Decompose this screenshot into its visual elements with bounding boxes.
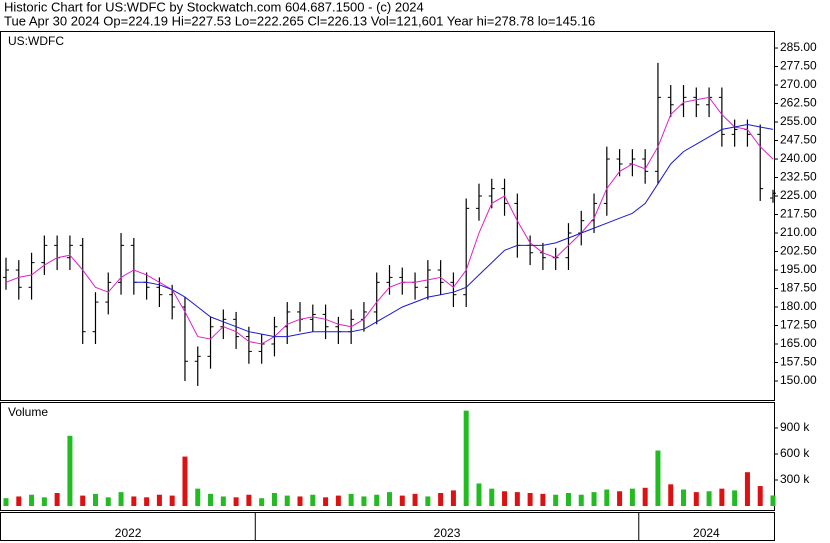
volume-bar	[642, 487, 648, 506]
volume-bar	[80, 495, 86, 506]
volume-bar	[565, 492, 571, 506]
volume-bar	[182, 456, 188, 506]
volume-panel	[0, 402, 775, 511]
volume-bar	[655, 450, 661, 506]
y-tick-label: 165.00	[780, 336, 817, 350]
moving-average	[133, 123, 774, 338]
volume-bar	[553, 494, 559, 506]
volume-bar	[770, 495, 776, 506]
y-tick-label: 210.00	[780, 225, 817, 239]
volume-bar	[527, 492, 533, 506]
volume-bar	[693, 492, 699, 506]
y-tick-label: 150.00	[780, 373, 817, 387]
volume-bar	[757, 486, 763, 506]
y-tick-label: 277.50	[780, 59, 817, 73]
chart-title: Historic Chart for US:WDFC by Stockwatch…	[4, 0, 424, 14]
volume-bar	[144, 497, 150, 506]
volume-bar	[578, 494, 584, 506]
volume-bar	[297, 496, 303, 506]
y-tick-label: 225.00	[780, 188, 817, 202]
volume-bar	[169, 495, 175, 506]
y-tick-label: 240.00	[780, 151, 817, 165]
volume-bar	[425, 496, 431, 506]
volume-label: Volume	[8, 405, 48, 419]
y-tick-label: 255.00	[780, 114, 817, 128]
y-tick-label: 262.50	[780, 96, 817, 110]
volume-bar	[259, 498, 265, 506]
volume-bar	[374, 494, 380, 506]
x-tick-label: 2024	[693, 526, 720, 540]
volume-bar	[284, 495, 290, 506]
volume-bar	[399, 495, 405, 506]
volume-bar	[591, 492, 597, 506]
volume-tick-label: 300 k	[780, 472, 810, 486]
volume-bar	[220, 496, 226, 506]
volume-bar	[629, 488, 635, 506]
y-tick-label: 195.00	[780, 262, 817, 276]
volume-bar	[3, 498, 9, 506]
volume-bar	[719, 488, 725, 506]
volume-bar	[706, 491, 712, 506]
volume-bar	[617, 491, 623, 506]
y-tick-label: 247.50	[780, 133, 817, 147]
volume-bar	[387, 492, 392, 506]
y-tick-label: 285.00	[780, 40, 817, 54]
volume-bar	[54, 492, 60, 506]
volume-bar	[233, 497, 239, 506]
chart-subtitle: Tue Apr 30 2024 Op=224.19 Hi=227.53 Lo=2…	[4, 13, 595, 28]
volume-bar	[271, 492, 277, 506]
volume-bar	[540, 493, 546, 506]
volume-bar	[335, 495, 341, 506]
volume-bar	[323, 497, 329, 506]
x-tick-label: 2022	[115, 526, 142, 540]
volume-bar	[348, 493, 354, 506]
x-tick-label: 2023	[434, 526, 461, 540]
volume-bar	[131, 496, 137, 506]
y-tick-label: 270.00	[780, 77, 817, 91]
volume-bar	[92, 493, 98, 506]
symbol-label: US:WDFC	[8, 34, 64, 48]
volume-bar	[156, 494, 162, 506]
volume-bar	[463, 410, 469, 506]
volume-bar	[310, 494, 316, 506]
volume-tick-label: 600 k	[780, 446, 810, 460]
volume-bar	[732, 490, 738, 506]
y-tick-label: 232.50	[780, 170, 817, 184]
price-panel	[0, 31, 775, 401]
volume-bar	[412, 493, 418, 506]
time-axis	[0, 512, 775, 541]
volume-bar	[118, 492, 124, 506]
volume-bar	[489, 488, 495, 506]
volume-bar	[668, 484, 674, 506]
volume-bar	[105, 497, 111, 506]
volume-bar	[16, 496, 22, 506]
volume-bar	[450, 490, 456, 506]
volume-bar	[438, 492, 444, 506]
volume-bar	[246, 494, 252, 506]
moving-average	[5, 96, 774, 345]
volume-bar	[514, 492, 520, 506]
y-tick-label: 180.00	[780, 299, 817, 313]
y-tick-label: 202.50	[780, 244, 817, 258]
y-tick-label: 187.50	[780, 281, 817, 295]
y-tick-label: 172.50	[780, 318, 817, 332]
volume-bar	[502, 491, 508, 506]
y-tick-label: 217.50	[780, 207, 817, 221]
volume-tick-label: 900 k	[780, 420, 810, 434]
volume-bar	[41, 497, 47, 506]
volume-bar	[67, 435, 73, 506]
volume-bar	[208, 493, 214, 506]
volume-bar	[476, 483, 482, 506]
volume-bar	[29, 494, 35, 506]
volume-bar	[681, 489, 687, 506]
volume-bar	[195, 488, 201, 506]
volume-bar	[744, 472, 750, 506]
volume-bar	[604, 489, 610, 506]
y-tick-label: 157.50	[780, 355, 817, 369]
volume-bar	[361, 496, 367, 506]
